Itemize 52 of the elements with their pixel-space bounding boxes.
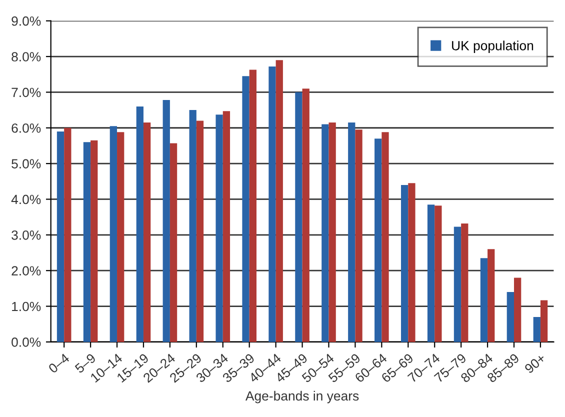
bar xyxy=(328,122,336,342)
bar xyxy=(348,122,356,342)
y-tick-label: 6.0% xyxy=(12,123,41,133)
bar xyxy=(382,132,389,342)
bar xyxy=(189,110,196,342)
bar xyxy=(110,126,118,342)
bar xyxy=(408,183,416,342)
x-tick-label: 90+ xyxy=(524,353,546,374)
bar xyxy=(480,258,488,342)
bar xyxy=(216,114,223,342)
bar xyxy=(322,124,329,342)
bar xyxy=(355,130,362,342)
bar xyxy=(268,66,276,342)
bar xyxy=(242,76,250,342)
bar xyxy=(170,143,178,342)
bar xyxy=(56,131,64,342)
bar xyxy=(90,140,98,342)
y-tick-label: 9.0% xyxy=(12,16,41,26)
bar xyxy=(249,70,256,342)
bar xyxy=(143,122,151,342)
bar xyxy=(400,184,408,342)
bar xyxy=(196,120,204,342)
bar xyxy=(533,316,540,342)
bar xyxy=(461,223,468,342)
bar xyxy=(64,128,72,342)
bar xyxy=(540,300,548,342)
bar xyxy=(374,138,382,342)
legend-label: UK population xyxy=(452,40,534,53)
y-tick-label: 5.0% xyxy=(12,159,41,168)
y-tick-label: 0.0% xyxy=(12,338,41,347)
bar xyxy=(222,111,230,342)
bar xyxy=(302,88,310,342)
bar xyxy=(454,226,462,342)
bar xyxy=(295,92,302,342)
bar xyxy=(162,100,170,342)
y-tick-label: 8.0% xyxy=(12,52,41,62)
bar xyxy=(506,292,514,342)
bar xyxy=(276,60,283,342)
y-tick-label: 1.0% xyxy=(12,302,41,312)
x-tick-label: 0–4 xyxy=(48,352,70,374)
bar xyxy=(83,142,91,342)
bar xyxy=(434,206,442,342)
y-tick-label: 3.0% xyxy=(12,230,41,240)
bar xyxy=(136,106,144,342)
y-tick-label: 2.0% xyxy=(12,266,41,276)
bar xyxy=(117,132,124,342)
x-axis-title: Age-bands in years xyxy=(245,390,359,404)
bar xyxy=(427,204,435,342)
y-tick-label: 7.0% xyxy=(12,88,41,98)
bar xyxy=(488,249,495,342)
y-tick-label: 4.0% xyxy=(11,194,41,204)
bar xyxy=(514,278,522,342)
